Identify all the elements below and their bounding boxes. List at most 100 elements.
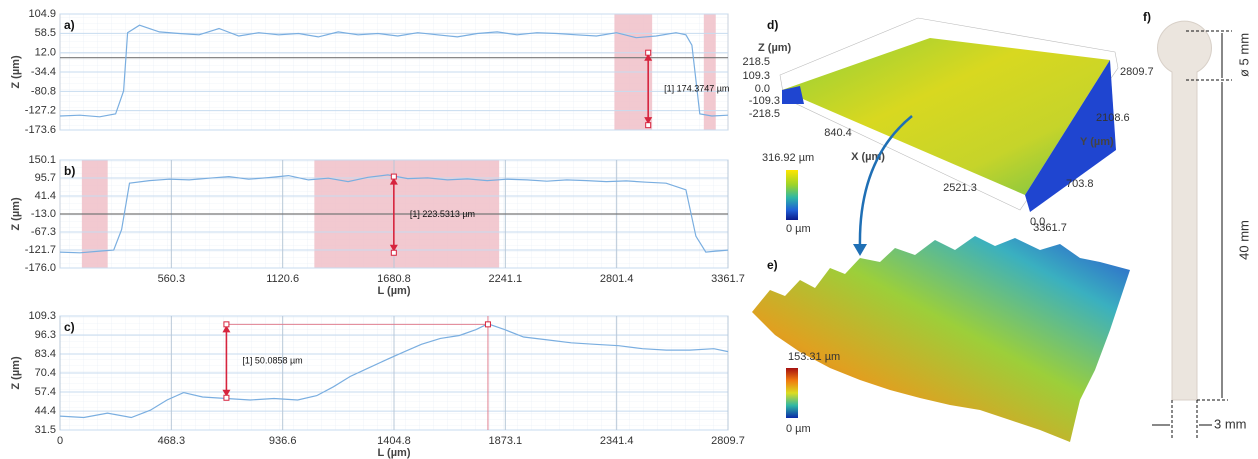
- y-tick-label: 83.4: [35, 348, 56, 360]
- colorbar-min: 0 µm: [786, 423, 811, 435]
- panel-label: a): [64, 18, 75, 32]
- measure-point: [390, 249, 397, 256]
- y-tick-label: -176.0: [25, 262, 56, 274]
- colorbar: [786, 368, 798, 418]
- arrow: [858, 115, 913, 249]
- x-tick-label: 1120.6: [266, 273, 299, 285]
- arrow-head: [389, 177, 398, 185]
- y-tick: 2809.7: [1120, 66, 1154, 78]
- y-tick-label: 109.3: [28, 310, 56, 322]
- z-tick: 0.0: [755, 83, 770, 95]
- colorbar: [786, 170, 798, 220]
- arrow-head: [389, 244, 398, 252]
- y-axis-label: Z (µm): [10, 197, 22, 231]
- y-tick-label: 70.4: [35, 367, 56, 379]
- measure-point: [645, 49, 652, 56]
- y-tick-label: 57.4: [35, 386, 56, 398]
- dimension-label: ø 5 mm: [1236, 33, 1251, 77]
- y-tick: 0.0: [1030, 216, 1045, 228]
- panel-label: e): [767, 258, 778, 272]
- x-tick: 2521.3: [943, 182, 977, 194]
- measure-label: [1] 223.5313 µm: [410, 209, 475, 219]
- dimension-label: 40 mm: [1236, 220, 1251, 260]
- measure-point: [223, 321, 230, 328]
- z-tick: -218.5: [749, 108, 780, 120]
- y-tick-label: 104.9: [28, 8, 56, 20]
- z-tick: 218.5: [742, 56, 770, 68]
- x-tick-label: 0: [57, 435, 63, 447]
- profile-line: [59, 174, 729, 254]
- arrow-head: [644, 117, 653, 125]
- arrow-head: [222, 389, 231, 397]
- colorbar-max: 316.92 µm: [762, 152, 814, 164]
- measure-point: [484, 321, 491, 328]
- y-tick: 703.8: [1066, 178, 1094, 190]
- dimension-label: 3 mm: [1214, 416, 1247, 431]
- arrow-head: [853, 244, 867, 256]
- x-axis-label: L (µm): [377, 447, 410, 459]
- panel-label: c): [64, 320, 75, 334]
- y-tick-label: 31.5: [35, 424, 56, 436]
- colorbar-max: 153.31 µm: [788, 351, 840, 363]
- x-tick-label: 2341.4: [600, 435, 634, 447]
- surface-top: [782, 38, 1110, 195]
- y-tick-label: -80.8: [31, 85, 56, 97]
- x-tick-label: 2809.7: [711, 435, 745, 447]
- y-tick-label: 96.3: [35, 329, 56, 341]
- arrow-head: [644, 53, 653, 61]
- x-tick: 840.4: [824, 127, 852, 139]
- measure-label: [1] 174.3747 µm: [664, 83, 729, 93]
- measure-point: [645, 122, 652, 129]
- x-tick-label: 1404.8: [377, 435, 411, 447]
- y-tick-label: -67.3: [31, 226, 56, 238]
- dimension-lines: [1171, 30, 1232, 440]
- y-tick-label: 58.5: [35, 27, 56, 39]
- y-tick-label: 95.7: [35, 172, 56, 184]
- y-axis-label: Z (µm): [10, 356, 22, 390]
- arrow-head: [222, 325, 231, 333]
- x-tick-label: 560.3: [158, 273, 186, 285]
- x-tick-label: 1680.8: [377, 273, 411, 285]
- x-tick-label: 2241.1: [488, 273, 522, 285]
- profile-line: [59, 323, 729, 419]
- y-tick-label: 150.1: [28, 154, 56, 166]
- panel-label: d): [767, 18, 778, 32]
- panel-label: f): [1143, 10, 1151, 24]
- y-axis-label: Z (µm): [10, 55, 22, 89]
- measure-point: [390, 173, 397, 180]
- x-tick-label: 3361.7: [711, 273, 745, 285]
- x-tick-label: 2801.4: [600, 273, 634, 285]
- y-tick-label: 41.4: [35, 190, 56, 202]
- z-axis-label: Z (µm): [758, 42, 792, 54]
- y-tick-label: -173.6: [25, 124, 56, 136]
- panel-label: b): [64, 164, 75, 178]
- surface: [752, 236, 1130, 442]
- panel-f: f) ø 5 mm 40 mm 3 mm: [1143, 10, 1251, 440]
- x-tick: 3361.7: [1033, 222, 1067, 234]
- measure-point: [223, 394, 230, 401]
- dimension-arrows: [1152, 33, 1223, 426]
- profile-line: [59, 24, 729, 118]
- y-tick-label: -127.2: [25, 105, 56, 117]
- y-tick-label: 44.4: [35, 405, 56, 417]
- z-tick: -109.3: [749, 95, 780, 107]
- x-axis-label: L (µm): [377, 285, 410, 297]
- profile-charts: 104.9 58.5 12.0 -34.4 -80.8 -127.2 -173.6 [1] 1…: [10, 8, 745, 459]
- x-tick-label: 1873.1: [488, 435, 522, 447]
- x-tick-label: 936.6: [269, 435, 297, 447]
- colorbar-min: 0 µm: [786, 223, 811, 235]
- y-tick: 2108.6: [1096, 112, 1130, 124]
- y-axis-label: Y (µm): [1080, 136, 1114, 148]
- surface-side: [1025, 60, 1116, 212]
- surface-edge: [782, 86, 804, 104]
- y-tick-label: -121.7: [25, 244, 56, 256]
- z-tick: 109.3: [742, 70, 770, 82]
- x-tick-label: 468.3: [158, 435, 186, 447]
- specimen: [1157, 20, 1212, 401]
- panel-d: d) Z (µm) 218.5 109.3 0.0 -109.3 -218.5 …: [742, 17, 1154, 256]
- y-tick-label: -13.0: [31, 208, 56, 220]
- y-tick-label: 12.0: [35, 47, 56, 59]
- measure-label: [1] 50.0858 µm: [242, 355, 302, 365]
- y-tick-label: -34.4: [31, 66, 56, 78]
